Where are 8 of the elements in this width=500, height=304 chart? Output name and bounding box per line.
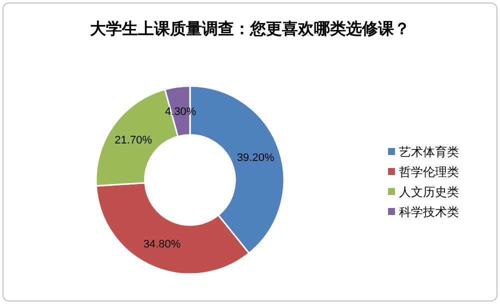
legend-label: 人文历史类 bbox=[399, 185, 459, 199]
data-label: 21.70% bbox=[114, 134, 152, 147]
data-label: 39.20% bbox=[236, 152, 274, 164]
legend-label: 艺术体育类 bbox=[399, 145, 459, 159]
chart-title: 大学生上课质量调查：您更喜欢哪类选修课？ bbox=[90, 20, 410, 38]
legend-label: 科学技术类 bbox=[399, 205, 459, 219]
data-label: 34.80% bbox=[143, 238, 181, 251]
legend-label: 哲学伦理类 bbox=[399, 165, 459, 179]
